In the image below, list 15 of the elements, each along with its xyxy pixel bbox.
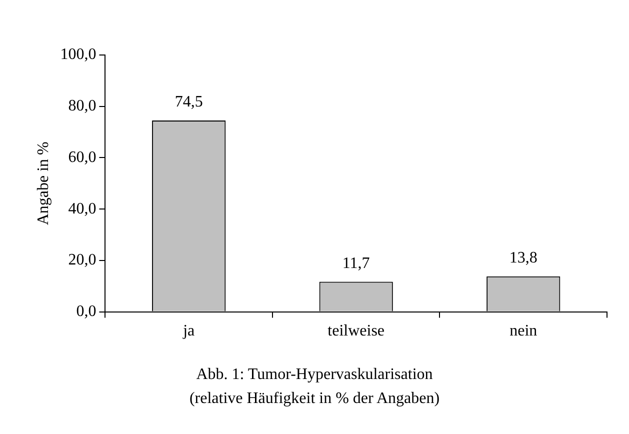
y-axis-title: Angabe in % [34,142,52,226]
data-label: 11,7 [342,254,370,272]
caption: Abb. 1: Tumor-Hypervaskularisation [195,365,434,385]
text: (relative Häufigkeit in % der Angaben) [188,389,441,409]
x-tick-label: nein [510,322,538,340]
y-tick-label: 20,0 [68,252,96,269]
y-tick-label: 60,0 [68,148,96,166]
x-tick-label: teilweise [328,322,385,340]
y-tick-label: 100,0 [60,46,96,64]
data-label: 74,5 [174,94,203,111]
y-tick-label: 80,0 [68,98,96,115]
y-tick-label: 0,0 [76,303,96,320]
data-label: 13,8 [509,250,538,267]
y-tick-label: 40,0 [68,200,96,218]
x-tick-label: ja [182,322,195,340]
